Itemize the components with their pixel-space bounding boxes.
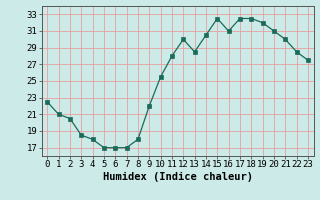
X-axis label: Humidex (Indice chaleur): Humidex (Indice chaleur) (103, 172, 252, 182)
